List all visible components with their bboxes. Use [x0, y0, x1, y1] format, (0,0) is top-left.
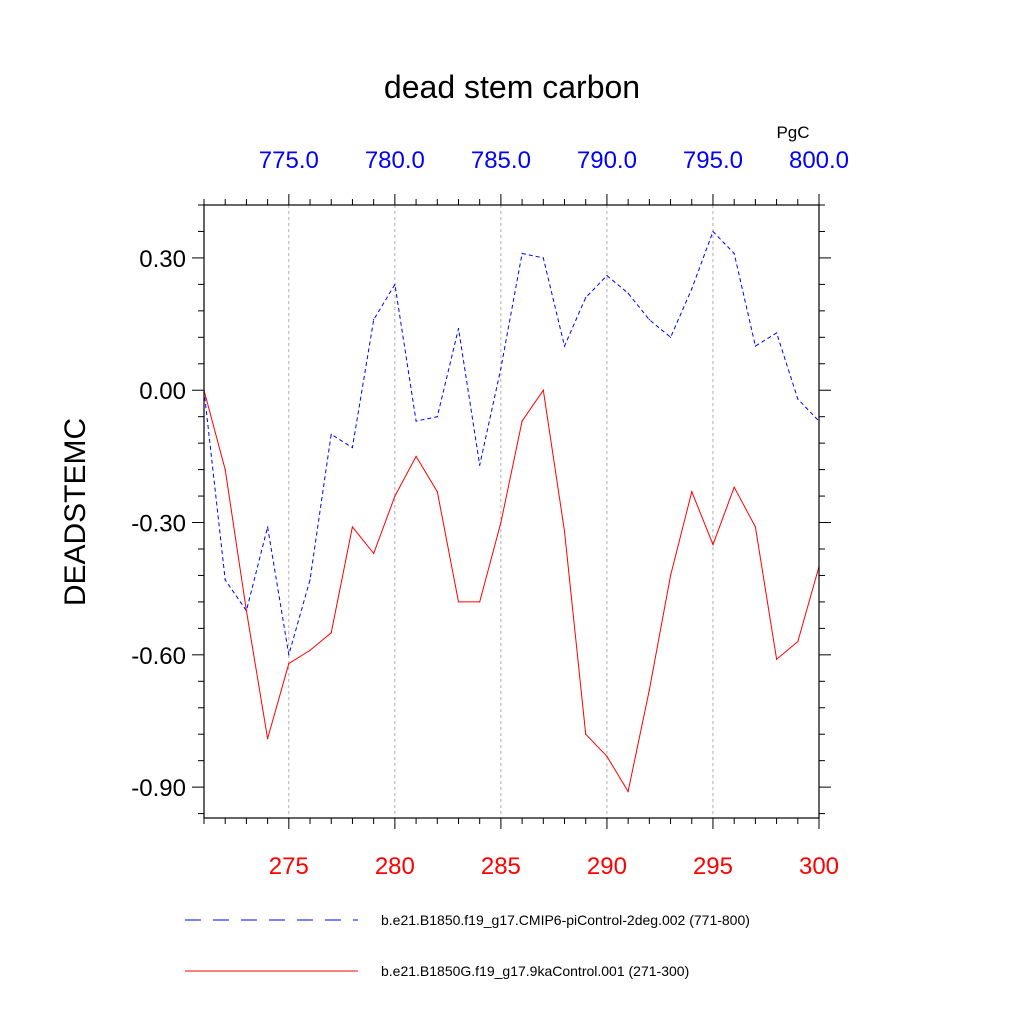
x-top-tick-label: 795.0	[683, 147, 743, 174]
series-0-point	[309, 579, 311, 581]
series-1-point	[436, 491, 438, 493]
series-0-point	[691, 288, 693, 290]
series-0-point	[288, 654, 290, 656]
x-bottom-tick-label: 295	[693, 853, 733, 880]
series-1-point	[606, 755, 608, 757]
y-axis-label: DEADSTEMC	[59, 418, 92, 606]
series-1-point	[224, 469, 226, 471]
series-1-point	[542, 389, 544, 391]
series-1-point	[691, 491, 693, 493]
y-tick-label: -0.90	[131, 775, 186, 802]
series-0-point	[373, 319, 375, 321]
series-1-point	[754, 526, 756, 528]
series-1-point	[245, 610, 248, 612]
series-1-point	[351, 526, 354, 528]
y-tick-label: 0.30	[139, 246, 186, 273]
series-1-point	[585, 733, 587, 735]
y-tick-label: -0.30	[131, 511, 186, 538]
series-1-point	[394, 495, 396, 497]
axis-labels: -0.90 -0.60 -0.30 0.00 0.30 275 280 285 290 295 30…	[131, 147, 849, 880]
series-0-point	[436, 416, 438, 418]
chart-title: dead stem carbon	[384, 69, 640, 105]
x-top-tick-label: 775.0	[259, 147, 319, 174]
series-0-point	[351, 446, 354, 449]
series-line-red	[203, 388, 820, 793]
series-1-point	[712, 543, 714, 546]
series-1-point	[775, 658, 778, 660]
series-0-point	[648, 319, 650, 321]
series-0-point	[457, 327, 460, 330]
x-bottom-tick-label: 290	[587, 853, 627, 880]
series-1-point	[500, 521, 502, 524]
series-0-point	[712, 230, 714, 233]
series-0-point	[606, 274, 608, 277]
series-layer	[203, 230, 820, 793]
series-1-point	[288, 663, 290, 665]
x-bottom-tick-label: 280	[375, 853, 415, 880]
series-1-point	[479, 601, 481, 603]
axis-ticks	[192, 194, 831, 829]
series-0-point	[733, 252, 735, 255]
series-0-point	[585, 297, 587, 299]
series-0-point	[479, 464, 481, 466]
series-1-point	[373, 552, 375, 554]
series-0-point	[542, 257, 544, 259]
series-1-point	[797, 640, 799, 643]
series-1-point	[267, 738, 269, 740]
series-0-point	[775, 332, 778, 334]
series-1-point	[733, 486, 735, 488]
legend: b.e21.B1850.f19_g17.CMIP6-piControl-2deg…	[185, 912, 750, 979]
x-top-tick-label: 800.0	[789, 147, 849, 174]
x-bottom-tick-label: 285	[481, 853, 521, 880]
series-0-point	[521, 252, 523, 255]
series-1-point	[648, 689, 650, 691]
legend-entry-red: b.e21.B1850G.f19_g17.9kaControl.001 (271…	[381, 963, 689, 979]
series-1-point	[669, 574, 672, 577]
y-tick-label: -0.60	[131, 643, 186, 670]
series-0-point	[627, 292, 629, 294]
series-0-point	[754, 345, 756, 347]
series-0-point	[224, 579, 226, 581]
series-1-point	[627, 790, 629, 793]
series-0-point	[563, 345, 566, 347]
x-bottom-tick-label: 275	[269, 853, 309, 880]
units-label: PgC	[776, 123, 809, 142]
series-0-point	[267, 526, 269, 528]
series-0-point	[797, 398, 799, 400]
series-1-point	[457, 601, 460, 603]
series-1-point	[415, 455, 417, 457]
plot-frame	[203, 204, 820, 819]
series-0-point	[500, 367, 502, 369]
series-1-point	[563, 530, 566, 532]
series-0-point	[330, 433, 332, 435]
series-0-point	[415, 420, 417, 422]
gridlines	[288, 205, 820, 818]
series-1-point	[521, 420, 523, 422]
x-bottom-tick-label: 300	[799, 853, 839, 880]
y-tick-label: 0.00	[139, 378, 186, 405]
series-0-point	[669, 336, 672, 338]
x-top-tick-label: 785.0	[471, 147, 531, 174]
x-top-tick-label: 790.0	[577, 147, 637, 174]
legend-entry-blue: b.e21.B1850.f19_g17.CMIP6-piControl-2deg…	[381, 912, 750, 928]
series-0-point	[394, 283, 396, 285]
series-line-blue	[203, 230, 820, 655]
series-1-point	[330, 632, 332, 634]
x-top-tick-label: 780.0	[365, 147, 425, 174]
series-1-point	[309, 649, 311, 652]
